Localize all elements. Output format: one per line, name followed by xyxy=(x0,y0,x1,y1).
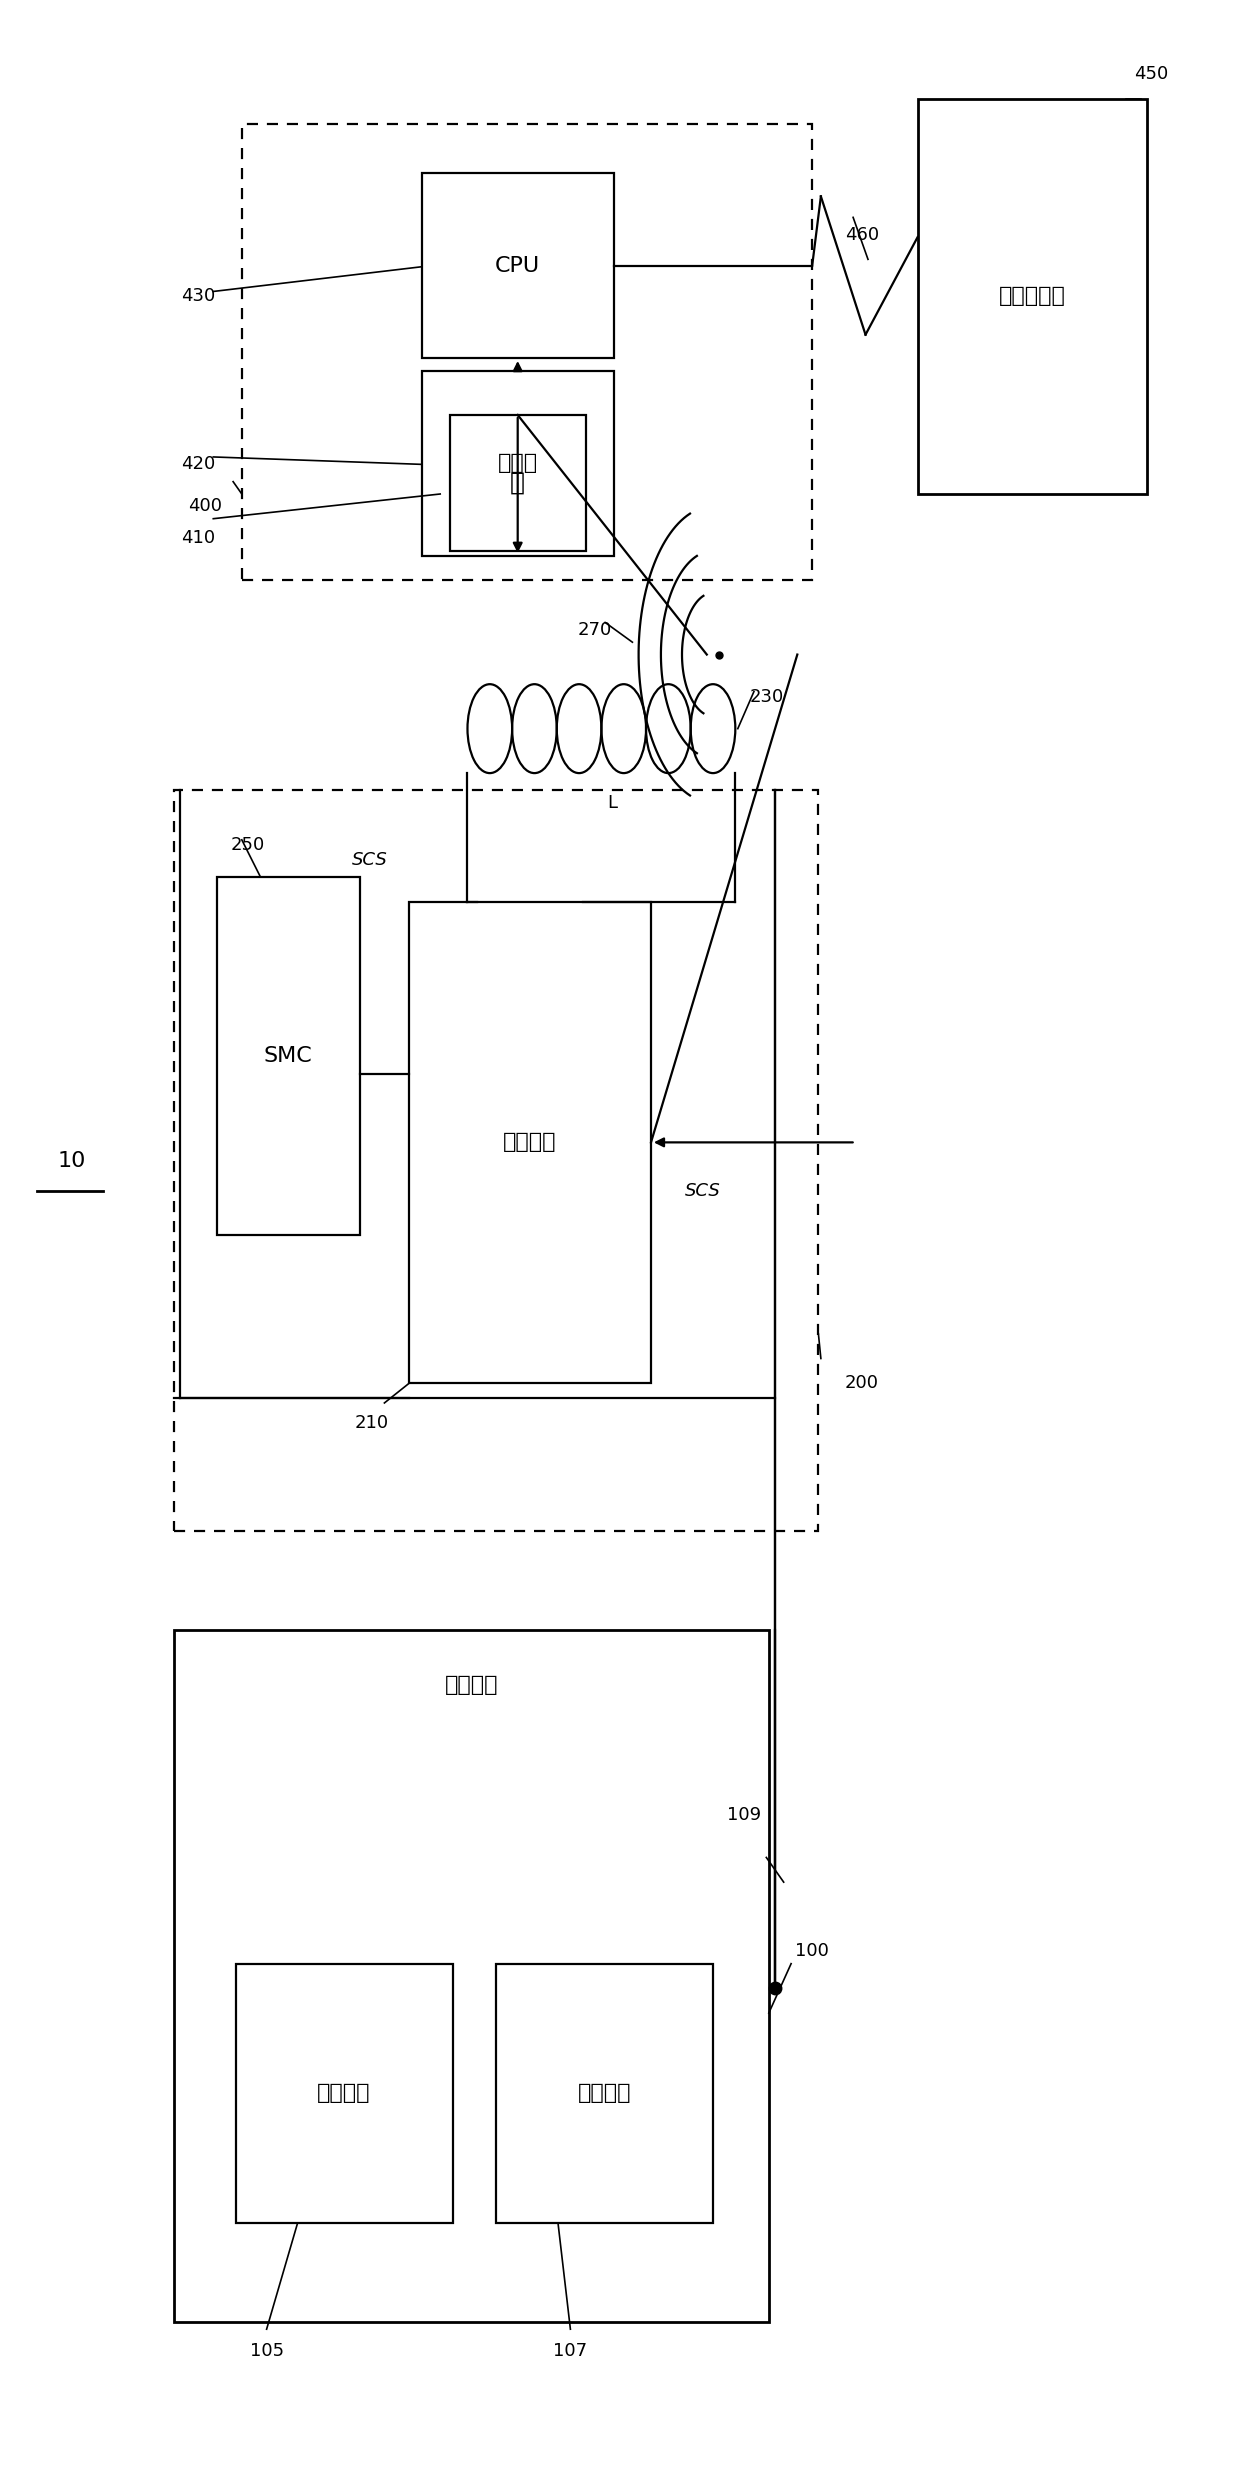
Text: 107: 107 xyxy=(553,2342,588,2361)
Text: 100: 100 xyxy=(795,1941,830,1961)
Text: SMC: SMC xyxy=(264,1045,312,1067)
Text: 250: 250 xyxy=(231,835,265,855)
Bar xyxy=(450,415,587,551)
Text: 开关电路: 开关电路 xyxy=(503,1131,557,1153)
Bar xyxy=(422,370,614,556)
Text: 400: 400 xyxy=(187,496,222,516)
Text: 移动设备: 移动设备 xyxy=(444,1675,498,1694)
Text: 270: 270 xyxy=(578,620,613,640)
Bar xyxy=(217,877,360,1235)
Text: 10: 10 xyxy=(58,1151,86,1171)
Text: 210: 210 xyxy=(355,1413,389,1433)
Bar xyxy=(174,790,818,1531)
Text: SCS: SCS xyxy=(686,1181,720,1200)
Text: 交易处理器: 交易处理器 xyxy=(999,287,1065,306)
Text: 410: 410 xyxy=(181,529,216,548)
Text: 109: 109 xyxy=(727,1806,761,1825)
Bar xyxy=(236,1964,453,2223)
Bar xyxy=(174,1630,769,2322)
Text: 105: 105 xyxy=(249,2342,284,2361)
Bar xyxy=(242,124,812,580)
Text: SCS: SCS xyxy=(352,850,387,869)
Text: 米: 米 xyxy=(510,472,526,494)
Text: 450: 450 xyxy=(1133,64,1168,84)
Text: 200: 200 xyxy=(844,1373,879,1393)
Text: CPU: CPU xyxy=(495,254,541,277)
Bar xyxy=(918,99,1147,494)
Text: 460: 460 xyxy=(844,225,879,245)
Bar xyxy=(422,173,614,358)
Text: 钱包应用: 钱包应用 xyxy=(317,2082,371,2104)
Text: 支付图标: 支付图标 xyxy=(578,2082,631,2104)
Bar xyxy=(409,902,651,1383)
Bar xyxy=(496,1964,713,2223)
Text: 430: 430 xyxy=(181,287,216,306)
Text: 420: 420 xyxy=(181,454,216,474)
Text: 解码器: 解码器 xyxy=(497,452,538,474)
Text: 230: 230 xyxy=(749,687,784,706)
Text: L: L xyxy=(608,793,618,813)
